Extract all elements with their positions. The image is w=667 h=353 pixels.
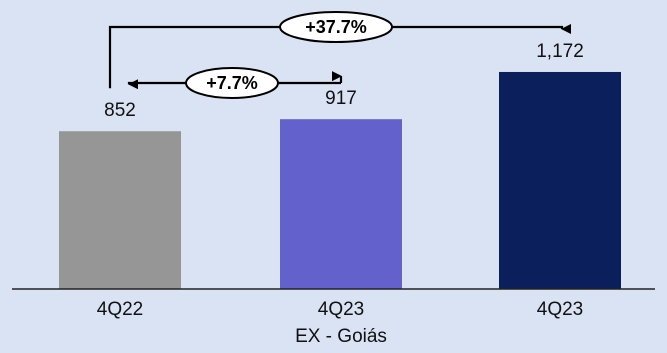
value-label-2: 1,172 bbox=[536, 41, 584, 62]
category-sublabel-1: EX - Goiás bbox=[295, 326, 387, 347]
bar-1 bbox=[280, 119, 402, 290]
bars-group bbox=[59, 71, 621, 290]
category-labels-group: 4Q22 4Q23 EX - Goiás 4Q23 bbox=[97, 299, 583, 347]
value-labels-group: 852 917 1,172 bbox=[104, 41, 584, 121]
annotation-label-1: +37.7% bbox=[305, 17, 367, 37]
category-label-2: 4Q23 bbox=[537, 299, 583, 320]
category-label-1: 4Q23 bbox=[318, 299, 364, 320]
value-label-1: 917 bbox=[325, 88, 357, 109]
annotation-bubble-1 bbox=[279, 11, 393, 43]
category-label-0: 4Q22 bbox=[97, 299, 143, 320]
annotation-bubble-0 bbox=[185, 67, 279, 99]
bar-2 bbox=[499, 71, 621, 290]
bar-0 bbox=[59, 131, 181, 289]
value-label-0: 852 bbox=[104, 100, 136, 121]
annotation-label-0: +7.7% bbox=[206, 73, 258, 93]
growth-annotations-group: +7.7% +37.7% bbox=[108, 11, 571, 99]
